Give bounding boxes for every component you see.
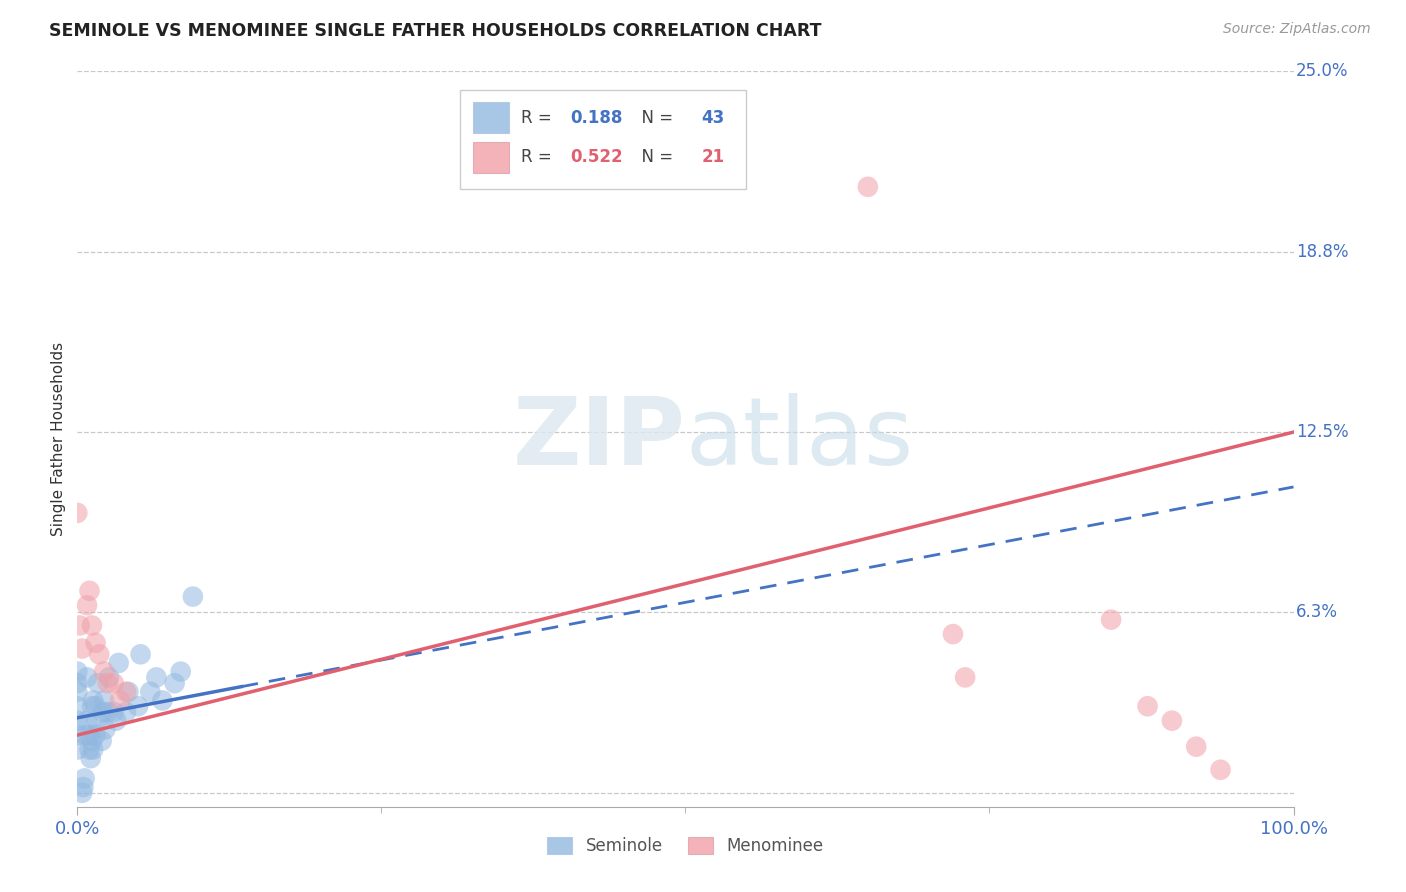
Point — [84, 728, 107, 742]
Point — [66, 676, 89, 690]
Text: atlas: atlas — [686, 393, 914, 485]
Point — [181, 590, 204, 604]
Point — [66, 742, 89, 756]
Text: 25.0%: 25.0% — [1296, 62, 1348, 80]
Point — [76, 714, 98, 728]
Point — [84, 699, 107, 714]
Point — [66, 685, 89, 699]
Point — [87, 676, 110, 690]
Point — [170, 665, 193, 679]
Point — [76, 599, 98, 613]
Point — [89, 648, 111, 662]
Point — [79, 728, 101, 742]
Point — [66, 728, 89, 742]
Point — [72, 780, 94, 794]
Point — [1209, 763, 1232, 777]
Point — [69, 618, 91, 632]
Point — [80, 618, 103, 632]
Point — [163, 676, 186, 690]
Point — [1185, 739, 1208, 754]
Point — [97, 670, 120, 684]
Point — [107, 656, 129, 670]
Text: 43: 43 — [702, 109, 724, 127]
Text: 12.5%: 12.5% — [1296, 423, 1348, 442]
Point — [76, 670, 98, 684]
Point — [94, 723, 117, 737]
Point — [942, 627, 965, 641]
Bar — [472, 142, 509, 173]
Text: N =: N = — [631, 148, 678, 167]
Point — [117, 685, 139, 699]
Point — [93, 665, 115, 679]
Text: 0.522: 0.522 — [569, 148, 623, 167]
Point — [108, 693, 131, 707]
Point — [82, 693, 104, 707]
Point — [93, 693, 115, 707]
Bar — [472, 103, 509, 133]
Text: 18.8%: 18.8% — [1296, 243, 1348, 260]
Point — [82, 742, 104, 756]
Text: 21: 21 — [702, 148, 724, 167]
Text: ZIP: ZIP — [513, 393, 686, 485]
Point — [103, 676, 125, 690]
Point — [1161, 714, 1184, 728]
Point — [70, 786, 93, 800]
Point — [70, 641, 93, 656]
Text: R =: R = — [522, 148, 557, 167]
Point — [139, 685, 162, 699]
Point — [66, 665, 89, 679]
Point — [115, 685, 138, 699]
Point — [856, 179, 879, 194]
Point — [75, 728, 97, 742]
Point — [80, 734, 103, 748]
Point — [97, 705, 120, 719]
Y-axis label: Single Father Households: Single Father Households — [51, 343, 66, 536]
Point — [66, 506, 89, 520]
Text: R =: R = — [522, 109, 557, 127]
Text: SEMINOLE VS MENOMINEE SINGLE FATHER HOUSEHOLDS CORRELATION CHART: SEMINOLE VS MENOMINEE SINGLE FATHER HOUS… — [49, 22, 821, 40]
Point — [145, 670, 167, 684]
FancyBboxPatch shape — [460, 90, 747, 189]
Point — [66, 714, 89, 728]
Point — [84, 636, 107, 650]
Point — [91, 705, 114, 719]
Point — [90, 734, 112, 748]
Point — [152, 693, 174, 707]
Point — [66, 699, 89, 714]
Point — [103, 705, 125, 719]
Point — [80, 751, 103, 765]
Point — [1099, 613, 1122, 627]
Point — [127, 699, 149, 714]
Text: N =: N = — [631, 109, 678, 127]
Point — [115, 705, 138, 719]
Legend: Seminole, Menominee: Seminole, Menominee — [541, 830, 830, 862]
Point — [79, 583, 101, 598]
Point — [73, 772, 96, 786]
Text: 0.188: 0.188 — [569, 109, 623, 127]
Text: Source: ZipAtlas.com: Source: ZipAtlas.com — [1223, 22, 1371, 37]
Point — [1136, 699, 1159, 714]
Point — [129, 648, 152, 662]
Point — [86, 714, 108, 728]
Point — [79, 742, 101, 756]
Text: 6.3%: 6.3% — [1296, 604, 1339, 622]
Point — [80, 699, 103, 714]
Point — [105, 714, 128, 728]
Point — [953, 670, 976, 684]
Point — [97, 676, 120, 690]
